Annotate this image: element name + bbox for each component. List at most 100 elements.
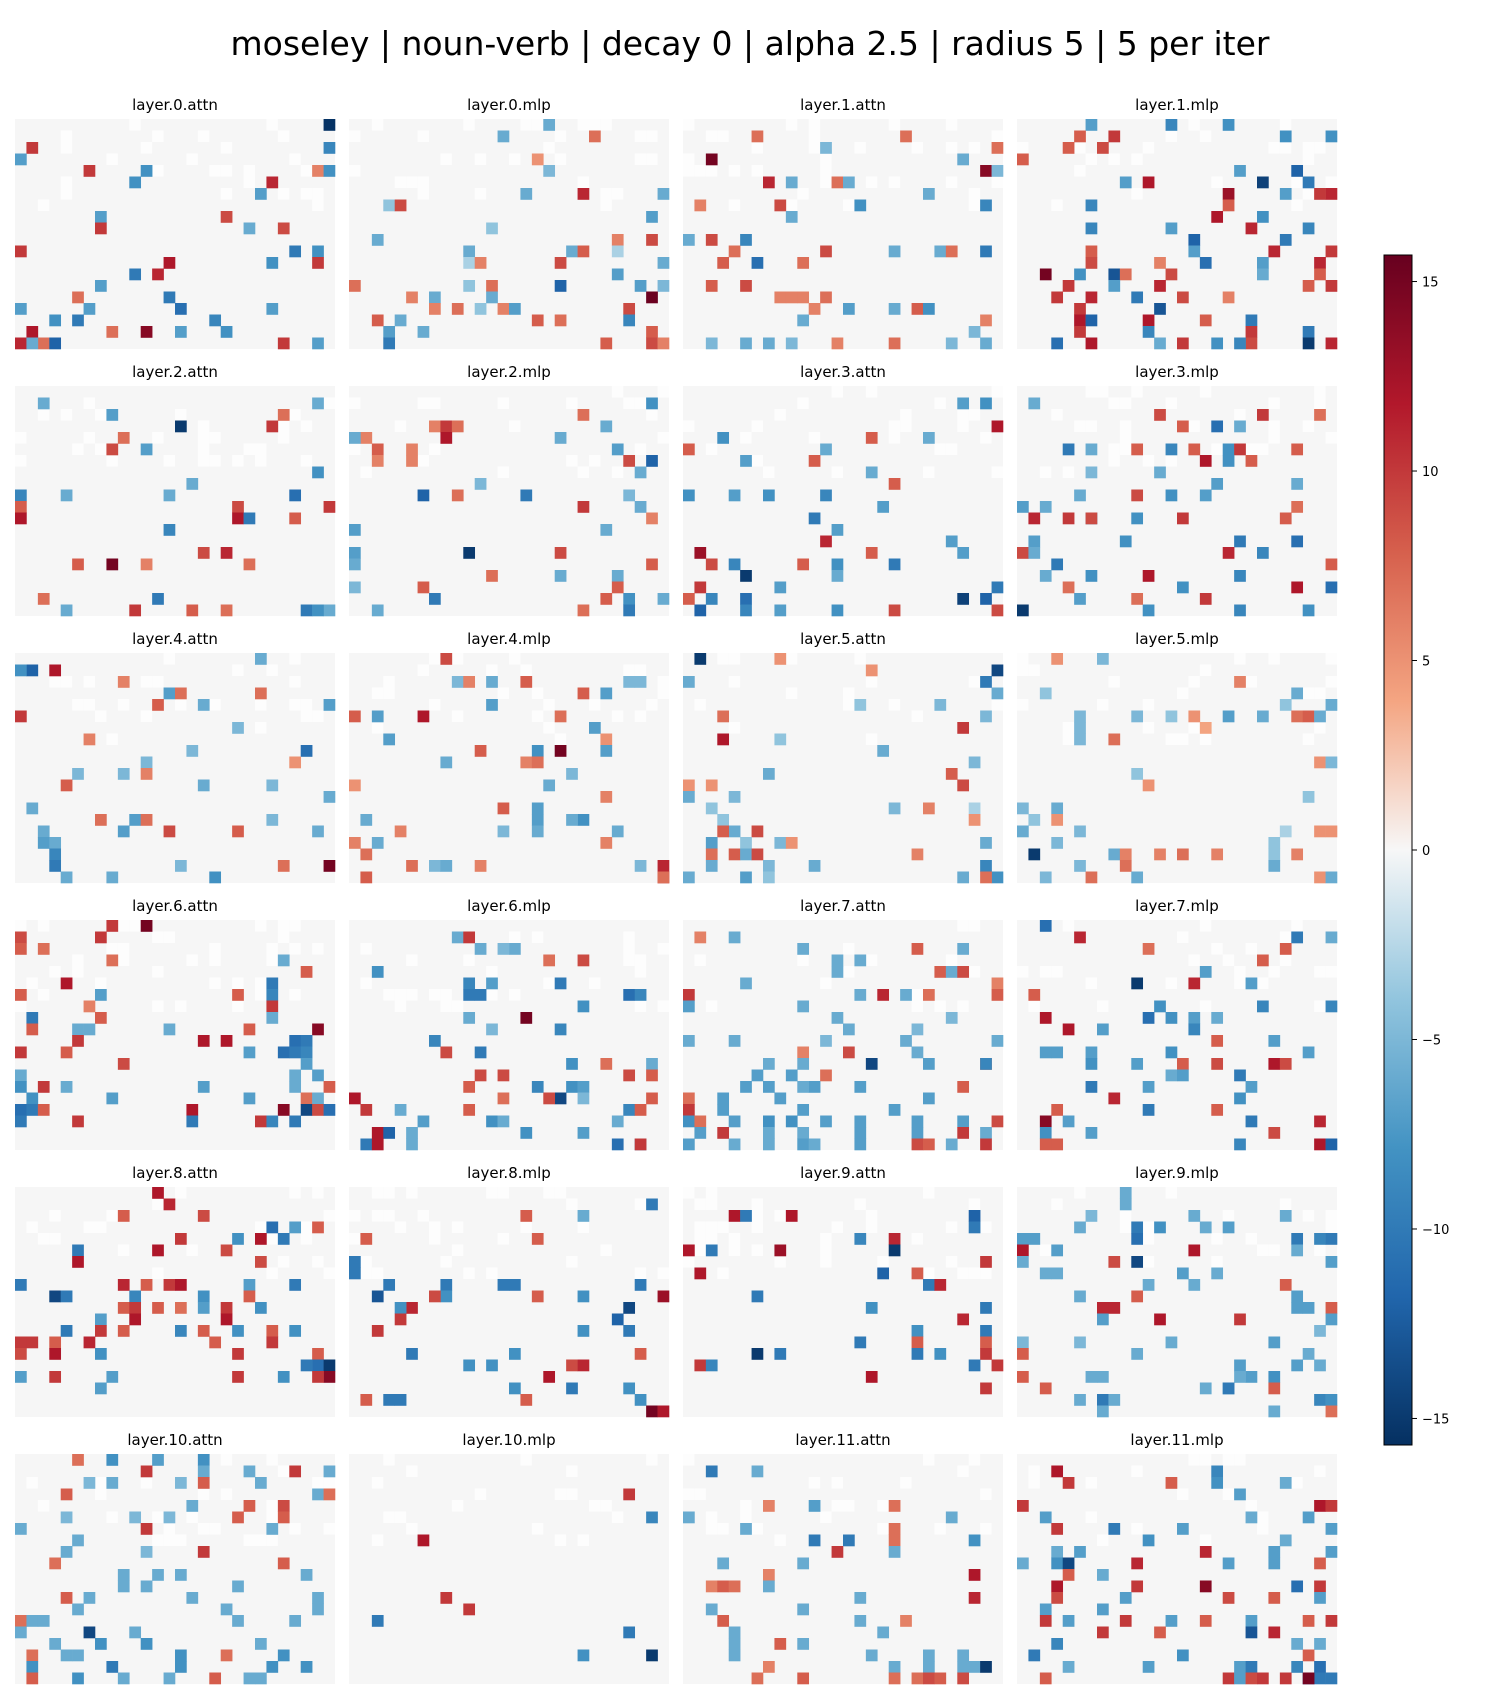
heatmap-cell (1074, 825, 1086, 838)
heatmap-cell (220, 1454, 233, 1466)
heatmap-cell (577, 1359, 590, 1372)
heatmap-cell (243, 558, 256, 571)
heatmap-cell (623, 314, 636, 327)
heatmap-cell (1039, 1615, 1052, 1627)
heatmap-cell (37, 825, 50, 838)
heatmap-cell (1302, 337, 1315, 350)
heatmap-cell (197, 1454, 210, 1466)
heatmap-cell (831, 524, 844, 536)
heatmap-cell (1131, 443, 1144, 456)
heatmap-cell (763, 768, 775, 780)
heatmap-cell (129, 604, 142, 617)
heatmap-cell (186, 1244, 198, 1256)
heatmap-cell (1245, 1115, 1258, 1128)
heatmap-cell (865, 466, 878, 479)
heatmap-cell (1314, 710, 1326, 723)
heatmap-cell (1302, 687, 1315, 699)
heatmap-cell (611, 386, 624, 398)
heatmap-cell (1234, 165, 1246, 177)
heatmap-cell (763, 1081, 775, 1093)
heatmap-cell (1108, 1092, 1121, 1105)
heatmap-cell (1234, 676, 1246, 688)
heatmap-cell (497, 1187, 509, 1199)
heatmap-cell (774, 1638, 787, 1650)
heatmap-cell (117, 1302, 130, 1314)
heatmap-cell (991, 664, 1004, 677)
heatmap-cell (623, 1302, 636, 1314)
heatmap-cell (1062, 1615, 1075, 1627)
heatmap-cell (763, 1138, 775, 1151)
heatmap-cell (1177, 581, 1189, 594)
heatmap-cell (15, 245, 27, 258)
heatmap-cell (843, 1046, 855, 1059)
heatmap-cell (1245, 943, 1257, 955)
heatmap-cell (106, 943, 118, 955)
heatmap-cell (1268, 1626, 1281, 1639)
heatmap-cell (717, 825, 730, 838)
heatmap-cell (957, 1127, 970, 1139)
heatmap-cell (1325, 337, 1338, 350)
heatmap-cell (820, 443, 832, 456)
heatmap-cell (646, 1405, 658, 1418)
heatmap-cell (1279, 1279, 1292, 1291)
heatmap-cell (1108, 443, 1120, 455)
heatmap-cell (623, 1626, 636, 1639)
heatmap-cell (1211, 176, 1223, 188)
heatmap-cell (312, 1069, 324, 1082)
heatmap-cell (209, 432, 221, 444)
heatmap-cell (1051, 199, 1063, 211)
heatmap-cell (945, 142, 958, 154)
heatmap-cell (911, 142, 923, 154)
heatmap-cell (577, 1000, 590, 1013)
heatmap-cell (1325, 245, 1338, 258)
heatmap-cell (888, 1661, 901, 1673)
heatmap-cell (266, 977, 279, 990)
heatmap-cell (957, 722, 970, 734)
heatmap-cell (232, 1615, 244, 1627)
heatmap-cell (1291, 199, 1303, 211)
heatmap-cell (117, 1279, 130, 1291)
heatmap-cell (15, 1348, 27, 1360)
heatmap-cell (945, 535, 958, 548)
heatmap-cell (531, 802, 544, 815)
heatmap-cell (888, 176, 901, 188)
heatmap-cell (1268, 1382, 1281, 1395)
heatmap-cell (406, 1465, 418, 1477)
heatmap-cell (175, 860, 187, 872)
heatmap-cell (843, 1500, 855, 1512)
heatmap-cell (634, 989, 647, 1001)
heatmap-cell (360, 1233, 373, 1245)
heatmap-cell (923, 1279, 935, 1291)
heatmap-cell (1222, 1557, 1235, 1570)
heatmap-cell (1131, 512, 1144, 525)
heatmap-cell (1131, 188, 1143, 200)
heatmap-cell (509, 153, 521, 165)
heatmap-cell (923, 1649, 935, 1662)
heatmap-cell (383, 1394, 396, 1406)
heatmap-cell (728, 489, 741, 502)
heatmap-cell (1325, 1256, 1338, 1268)
heatmap-cell (820, 1511, 832, 1523)
heatmap-cell (266, 1661, 279, 1673)
heatmap-cell (49, 1233, 61, 1245)
heatmap-cell (463, 245, 476, 258)
heatmap-cell (140, 920, 153, 932)
heatmap-cell (1314, 257, 1326, 269)
heatmap-cell (980, 432, 992, 444)
heatmap-cell (1234, 977, 1246, 989)
heatmap-cell (1062, 581, 1075, 594)
heatmap-cell (95, 1638, 107, 1650)
heatmap-cell (1257, 409, 1269, 421)
heatmap-cell (106, 558, 119, 571)
heatmap-cell (968, 1592, 981, 1604)
panel-title: layer.7.mlp (1135, 897, 1219, 915)
heatmap-cell (763, 489, 775, 502)
heatmap-cell (486, 1115, 498, 1128)
heatmap-cell (37, 337, 50, 350)
heatmap-cell (129, 1302, 142, 1314)
heatmap-cell (1188, 420, 1200, 432)
heatmap-cell (232, 1511, 244, 1524)
heatmap-cell (72, 954, 84, 966)
heatmap-cell (657, 1290, 670, 1303)
